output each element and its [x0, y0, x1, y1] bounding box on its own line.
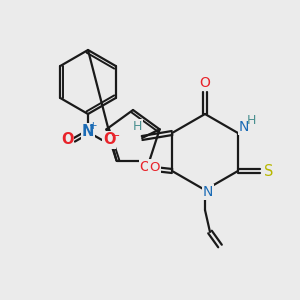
Text: O: O	[103, 133, 115, 148]
Text: H: H	[132, 119, 142, 133]
Text: O: O	[140, 160, 151, 174]
Text: N: N	[203, 185, 213, 199]
Text: O: O	[149, 161, 160, 174]
Text: O: O	[61, 133, 73, 148]
Text: +: +	[89, 121, 97, 131]
Text: N: N	[82, 124, 94, 140]
Text: H: H	[247, 115, 256, 128]
Text: S: S	[264, 164, 274, 178]
Text: N: N	[239, 120, 249, 134]
Text: O: O	[200, 76, 210, 90]
Text: −: −	[111, 131, 121, 141]
